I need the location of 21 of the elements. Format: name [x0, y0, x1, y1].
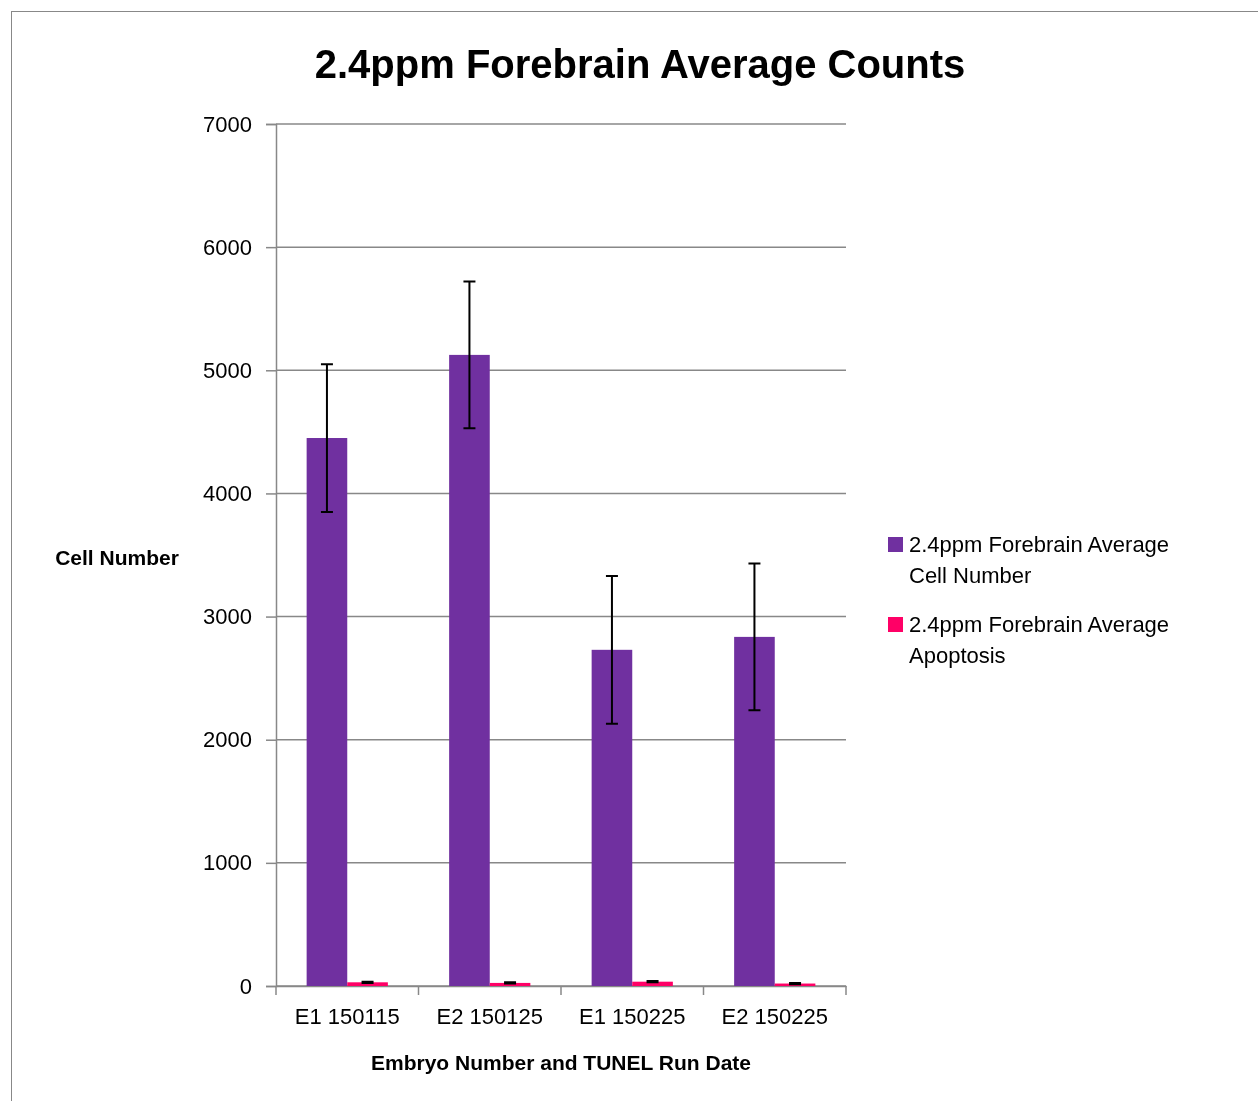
x-axis-title: Embryo Number and TUNEL Run Date [371, 1051, 751, 1074]
chart-title: 2.4ppm Forebrain Average Counts [314, 42, 966, 86]
y-tick-label: 0 [239, 973, 252, 999]
x-tick-label: E2 150225 [721, 1003, 828, 1029]
bar [449, 354, 490, 986]
legend-label: 2.4ppm Forebrain Average Cell Number [909, 532, 1170, 588]
bar [734, 636, 775, 986]
y-tick-label: 4000 [203, 480, 252, 506]
legend-label: 2.4ppm Forebrain Average Apoptosis [909, 612, 1170, 668]
x-tick-label: E1 150115 [294, 1003, 400, 1029]
x-tick-label: E1 150225 [579, 1003, 686, 1029]
y-tick-label: 5000 [203, 357, 252, 383]
y-tick-label: 6000 [203, 234, 252, 260]
y-tick-label: 1000 [203, 850, 252, 876]
y-tick-label: 2000 [203, 727, 252, 753]
bar [306, 438, 348, 986]
x-tick-label: E2 150125 [436, 1003, 543, 1029]
bar [591, 649, 633, 986]
y-tick-label: 7000 [203, 111, 252, 137]
y-axis-title: Cell Number [55, 546, 179, 569]
y-tick-label: 3000 [203, 604, 252, 630]
